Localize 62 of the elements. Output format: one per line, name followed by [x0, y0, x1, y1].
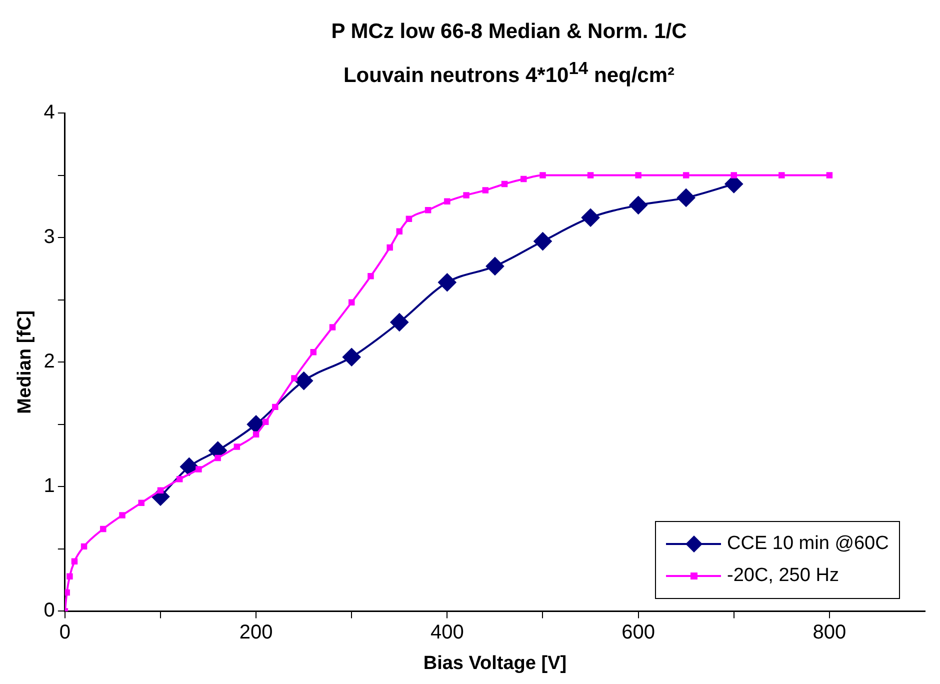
point	[252, 431, 260, 438]
y-tick-label: 3	[44, 226, 55, 248]
legend-label: -20C, 250 Hz	[727, 565, 839, 588]
x-tick-label: 400	[430, 622, 464, 644]
point	[234, 444, 240, 450]
x-tick-label: 600	[622, 622, 655, 644]
point	[629, 196, 648, 214]
legend-label: CCE 10 min @60C	[727, 533, 889, 556]
y-axis-title: Median [fC]	[14, 310, 36, 414]
point	[463, 192, 470, 198]
x-axis-title: Bias Voltage [V]	[423, 652, 567, 674]
point	[348, 299, 355, 306]
point	[272, 404, 278, 410]
point	[71, 558, 78, 564]
point	[291, 375, 298, 382]
point	[329, 324, 336, 330]
point	[587, 172, 594, 178]
point	[196, 466, 202, 472]
point	[176, 476, 183, 482]
x-tick-label: 0	[59, 622, 70, 644]
point	[342, 348, 361, 366]
point	[778, 172, 785, 178]
point	[119, 512, 126, 518]
y-tick-label: 0	[44, 600, 55, 622]
point	[368, 273, 374, 280]
point	[501, 180, 508, 188]
point	[406, 216, 412, 222]
point	[396, 228, 403, 234]
point	[262, 418, 269, 426]
point	[294, 372, 313, 390]
point	[438, 273, 456, 292]
y-tick-label: 2	[44, 350, 55, 373]
point	[180, 458, 198, 476]
point	[80, 543, 88, 550]
point	[157, 487, 164, 494]
chart-subtitle: Louvain neutrons 4*10$^{14}$ neq/cm²	[342, 57, 676, 89]
point	[64, 589, 70, 596]
point	[66, 573, 73, 580]
point	[486, 257, 504, 276]
point	[520, 176, 527, 182]
y-tick-label: 4	[44, 102, 55, 124]
point	[390, 313, 408, 332]
point	[677, 188, 696, 207]
point	[310, 349, 317, 356]
point	[138, 500, 144, 506]
point	[540, 172, 546, 178]
point	[214, 454, 221, 462]
point	[386, 244, 393, 251]
y-tick-label: 1	[44, 475, 55, 498]
point	[444, 198, 450, 205]
point	[482, 187, 489, 194]
point	[100, 526, 106, 532]
point	[424, 207, 432, 214]
point	[682, 172, 690, 178]
x-tick-label: 800	[812, 622, 846, 644]
point	[730, 172, 737, 178]
point	[534, 232, 552, 250]
point	[635, 172, 642, 178]
point	[826, 172, 833, 178]
point	[582, 208, 600, 227]
chart-title: P MCz low 66-8 Median & Norm. 1/C	[330, 19, 688, 45]
x-tick-label: 200	[239, 622, 273, 644]
